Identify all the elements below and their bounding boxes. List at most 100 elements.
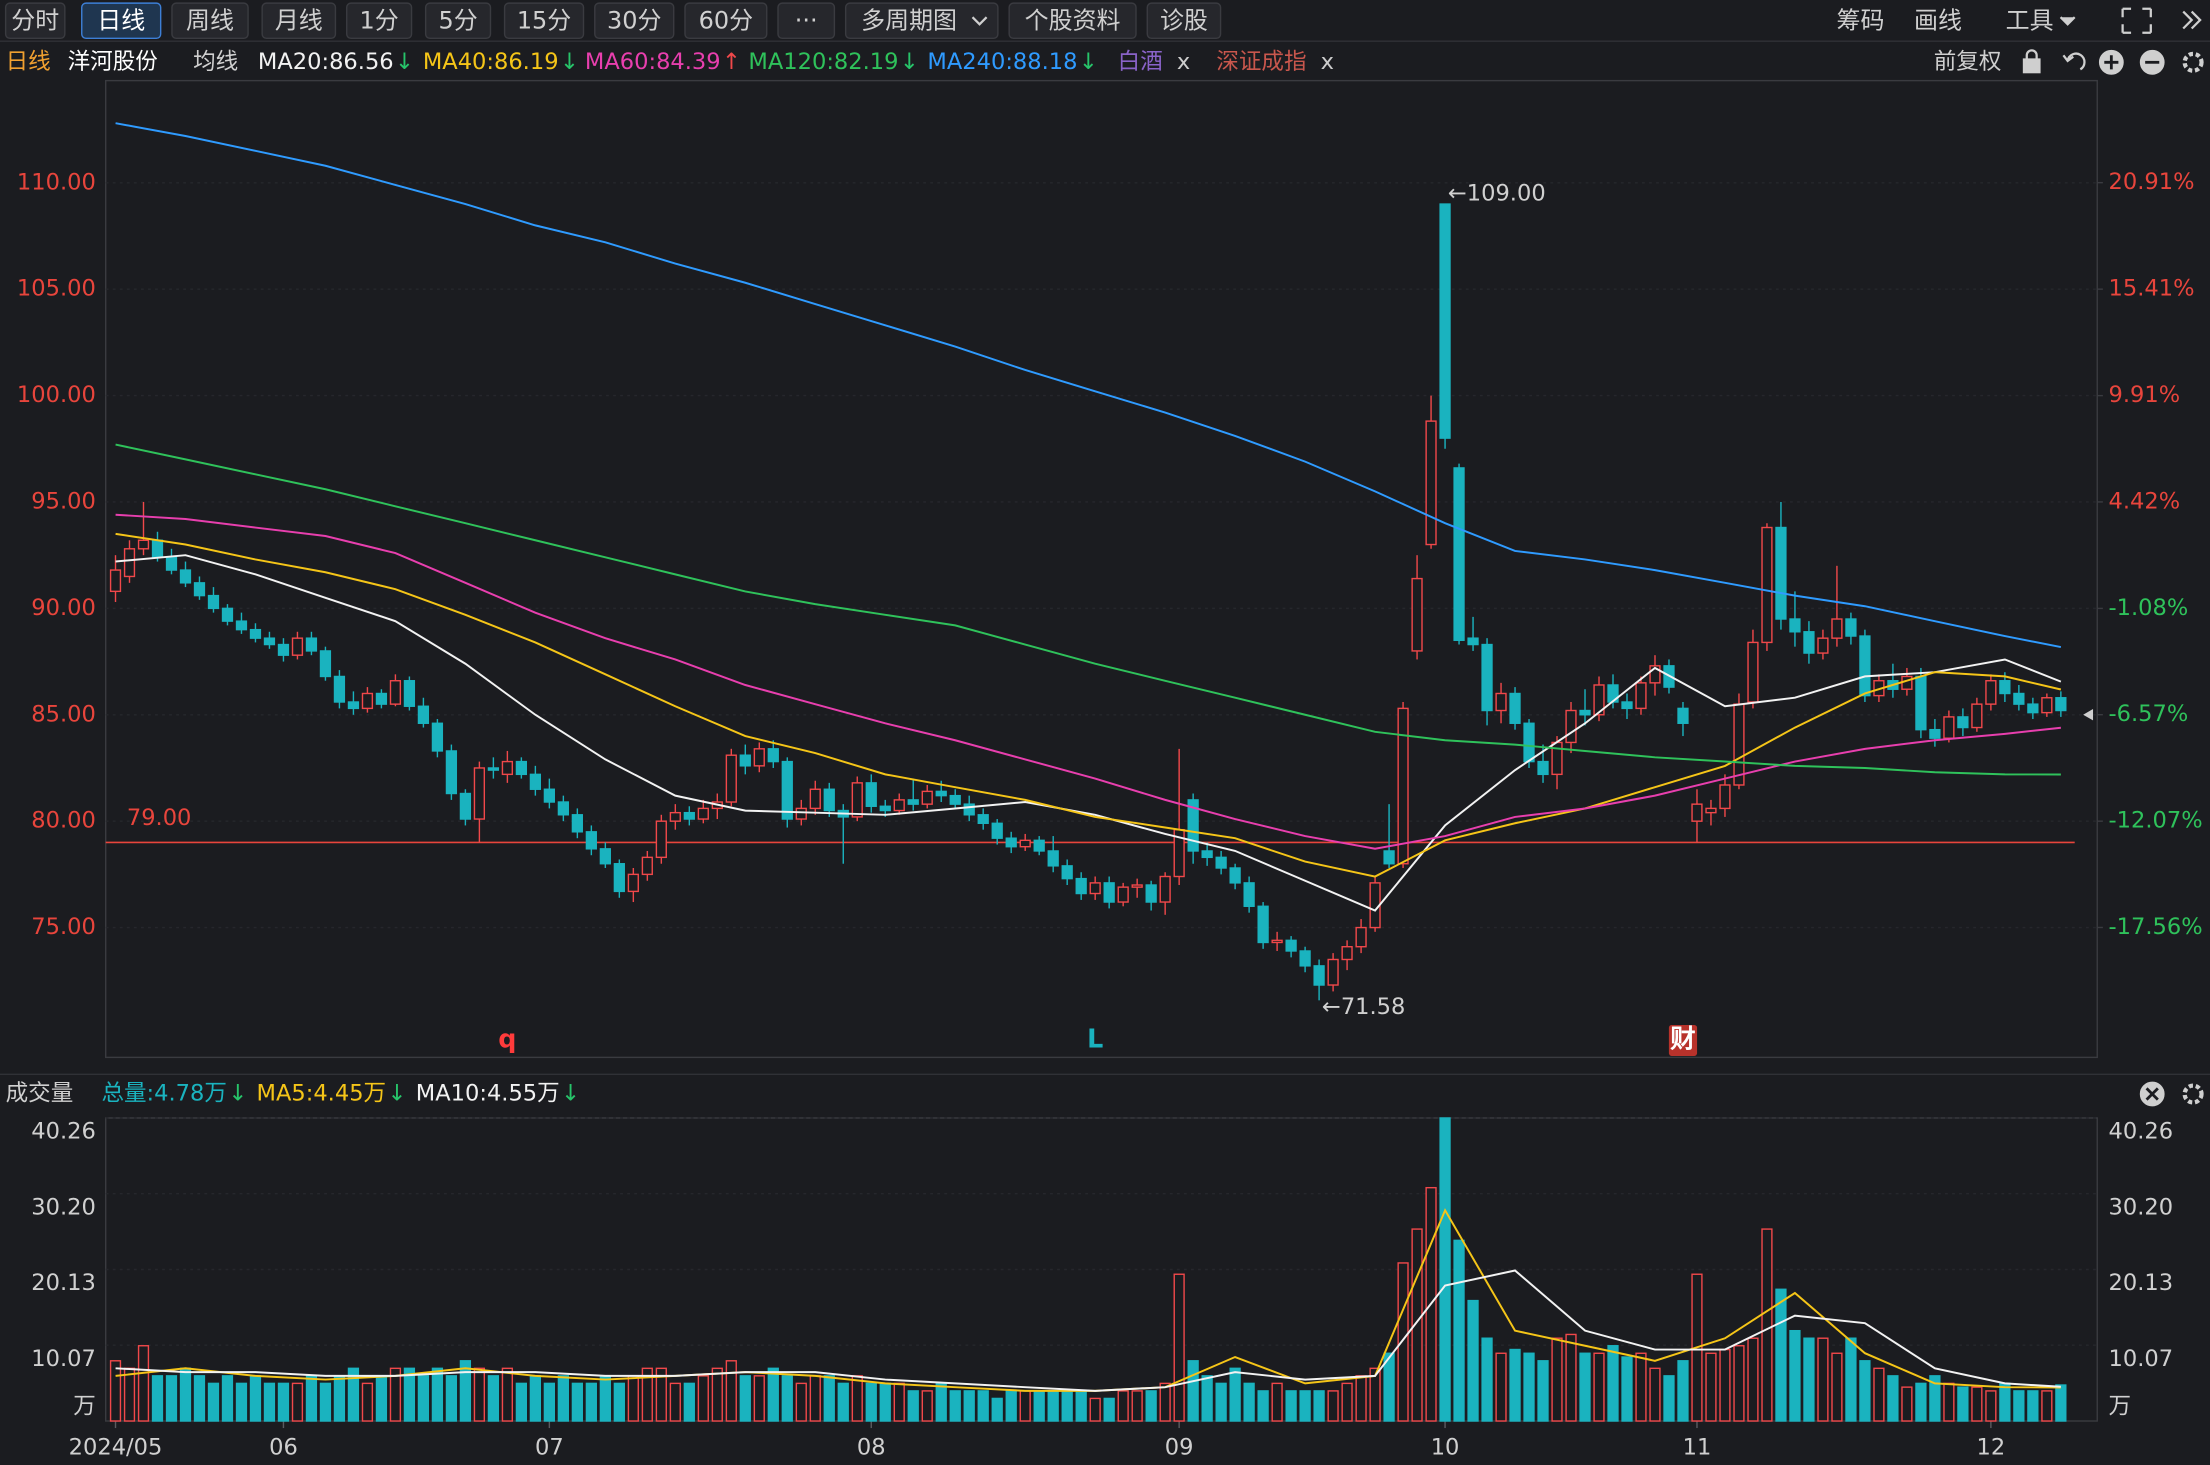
dropdown-icon[interactable] <box>2059 16 2076 26</box>
event-marker[interactable]: 财 <box>1670 1023 1695 1053</box>
volume-bar <box>1173 1273 1185 1422</box>
tag-close[interactable]: x <box>1177 49 1190 75</box>
toolbar-action[interactable]: 筹码 <box>1836 6 1884 34</box>
fullscreen-icon[interactable] <box>2121 7 2152 34</box>
tab-button[interactable] <box>346 2 413 40</box>
tab-label[interactable]: 诊股 <box>1160 6 1208 34</box>
toolbar-action[interactable]: 工具 <box>2006 6 2054 34</box>
candle-body <box>1803 631 1815 654</box>
volume-bar <box>1005 1390 1017 1422</box>
tab-button[interactable] <box>684 2 768 40</box>
tab-label[interactable]: 周线 <box>186 6 234 34</box>
tab-button[interactable] <box>81 2 162 40</box>
volume-bar <box>1313 1390 1325 1422</box>
tab-button[interactable] <box>777 2 836 40</box>
tab-label[interactable]: 多周期图 <box>861 6 957 34</box>
volume-ma-trend: ↓ <box>561 1081 580 1107</box>
volume-bar <box>1467 1299 1479 1422</box>
tab-button[interactable] <box>261 2 337 40</box>
charts: 日线 洋河股份 均线 MA20:86.56 ↓ MA40:86.19 ↓ MA60:84.39… <box>6 49 2203 1460</box>
event-marker[interactable]: L <box>1087 1023 1103 1053</box>
ma-legend: MA60:84.39 <box>585 49 721 75</box>
candle-body <box>1481 643 1493 712</box>
candle-body <box>753 748 765 767</box>
zoom-in-icon[interactable] <box>2104 55 2119 70</box>
candle-body <box>1579 709 1591 716</box>
volume-bar <box>1075 1390 1087 1422</box>
tab-label[interactable]: 日线 <box>97 6 145 34</box>
settings-icon[interactable] <box>2182 51 2204 73</box>
tag-close[interactable]: x <box>1321 49 1334 75</box>
lock-icon[interactable] <box>2025 49 2038 60</box>
candle-body <box>1565 709 1577 744</box>
volume-bar <box>2055 1384 2067 1422</box>
volume-bar <box>1663 1375 1675 1422</box>
volume-bar <box>333 1375 346 1422</box>
candle-body <box>1299 950 1311 967</box>
tag-label[interactable]: 白酒 <box>1118 49 1163 75</box>
candle-body <box>431 722 444 752</box>
adjust-label[interactable]: 前复权 <box>1934 49 2002 75</box>
undo-icon[interactable] <box>2062 52 2086 71</box>
volume-bar <box>109 1360 122 1422</box>
tab-label[interactable]: 分时 <box>11 6 59 34</box>
tab-button[interactable] <box>844 2 999 40</box>
volume-bar <box>1131 1390 1143 1422</box>
tab-label[interactable]: 1分 <box>360 6 399 34</box>
x-tick-label: 09 <box>1165 1434 1194 1460</box>
tab-label[interactable]: 15分 <box>517 6 571 34</box>
tab-button[interactable] <box>503 2 585 40</box>
tab-label[interactable]: ··· <box>795 6 818 34</box>
volume-bar <box>361 1382 374 1422</box>
x-tick-label: 07 <box>535 1434 564 1460</box>
lock-icon[interactable] <box>2022 58 2041 74</box>
collapse-icon[interactable] <box>2182 10 2202 30</box>
volume-bar <box>1593 1352 1605 1422</box>
candle-body <box>473 767 486 820</box>
volume-bar <box>1187 1360 1199 1422</box>
tab-button[interactable] <box>424 2 492 40</box>
tab-label[interactable]: 30分 <box>607 6 661 34</box>
toolbar-icons[interactable] <box>971 7 2202 34</box>
volume-bar <box>277 1382 290 1422</box>
volume-bar <box>1845 1337 1857 1422</box>
candle-body <box>1999 680 2011 695</box>
tab-label[interactable]: 个股资料 <box>1025 6 1121 34</box>
candle-body <box>445 750 458 795</box>
candle-body <box>263 637 276 646</box>
event-marker[interactable]: q <box>498 1023 516 1053</box>
tag-label[interactable]: 深证成指 <box>1216 49 1306 75</box>
tab-button[interactable] <box>171 2 249 40</box>
y-tick-label: 110.00 <box>17 169 96 195</box>
volume-bar <box>1047 1390 1059 1422</box>
volume-bar <box>767 1367 779 1422</box>
candle-body <box>1229 867 1241 884</box>
volume-bar <box>739 1375 751 1422</box>
candle-body <box>991 822 1003 839</box>
tab-button[interactable] <box>1146 2 1222 40</box>
dropdown-icon[interactable] <box>971 16 988 26</box>
tab-button[interactable] <box>4 2 66 40</box>
volume-bar <box>627 1375 639 1422</box>
toolbar: 分时 日线 周线 月线 1分 5分 15分 30分 60分 ··· 多周期图 个股资料 诊股 筹码 画线 工具 <box>4 2 2054 40</box>
volume-bar <box>1859 1360 1871 1422</box>
volume-bar <box>263 1382 276 1422</box>
candle-body <box>193 582 206 597</box>
volume-bar <box>781 1375 793 1422</box>
ma-trend: ↓ <box>395 49 414 75</box>
x-tick-label: 06 <box>269 1434 298 1460</box>
header-icons[interactable] <box>2022 49 2204 1107</box>
toolbar-action[interactable]: 画线 <box>1914 6 1962 34</box>
tab-button[interactable] <box>1008 2 1137 40</box>
candle-body <box>1537 760 1549 776</box>
tab-label[interactable]: 5分 <box>438 6 477 34</box>
volume-bar <box>1439 1117 1451 1422</box>
tab-label[interactable]: 月线 <box>275 6 323 34</box>
settings-icon[interactable] <box>2182 1083 2204 1105</box>
close-icon[interactable] <box>2145 1087 2159 1101</box>
tab-button[interactable] <box>594 2 675 40</box>
unit-label: 万 <box>73 1393 96 1419</box>
tab-label[interactable]: 60分 <box>699 6 753 34</box>
y2-tick-label: 30.20 <box>2109 1194 2174 1220</box>
